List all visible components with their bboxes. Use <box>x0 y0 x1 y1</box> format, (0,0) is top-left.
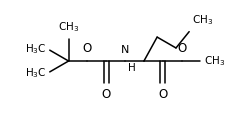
Text: O: O <box>177 42 186 55</box>
Text: O: O <box>158 88 168 101</box>
Text: O: O <box>102 88 111 101</box>
Text: N: N <box>121 45 129 55</box>
Text: CH$_3$: CH$_3$ <box>192 13 213 27</box>
Text: H$_3$C: H$_3$C <box>25 42 47 56</box>
Text: H: H <box>128 63 136 73</box>
Text: CH$_3$: CH$_3$ <box>204 54 226 68</box>
Text: CH$_3$: CH$_3$ <box>58 21 79 34</box>
Text: O: O <box>83 42 92 55</box>
Text: H$_3$C: H$_3$C <box>25 66 47 80</box>
